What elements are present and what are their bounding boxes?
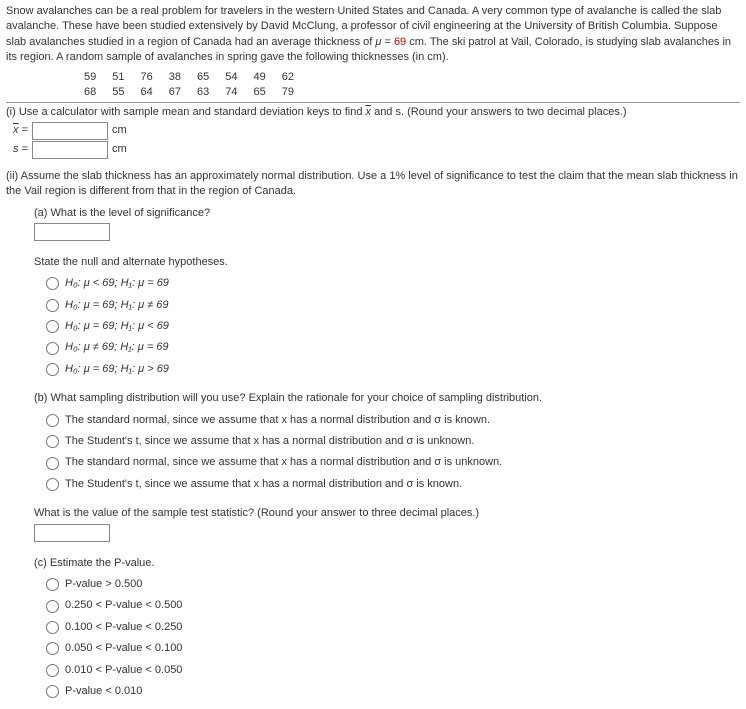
part-c-question: (c) Estimate the P-value.	[34, 556, 740, 571]
dist-option[interactable]: The Student's t, since we assume that x …	[46, 434, 740, 449]
hyp-option[interactable]: H₀: μ = 69; H₁: μ ≠ 69	[46, 298, 740, 313]
dist-option[interactable]: The standard normal, since we assume tha…	[46, 455, 740, 470]
part-c: (c) Estimate the P-value. P-value > 0.50…	[34, 556, 740, 700]
cell: 65	[189, 70, 217, 85]
dist-label: The standard normal, since we assume tha…	[65, 413, 490, 428]
hyp-option[interactable]: H₀: μ = 69; H₁: μ < 69	[46, 319, 740, 334]
hyp-label: H₀: μ = 69; H₁: μ < 69	[65, 319, 169, 334]
cell: 49	[246, 70, 274, 85]
cell: 55	[104, 85, 132, 100]
dist-radio[interactable]	[46, 478, 59, 491]
hyp-label: H₀: μ < 69; H₁: μ = 69	[65, 276, 169, 291]
part-i-text-b: and s. (Round your answers to two decima…	[371, 106, 627, 118]
hyp-option[interactable]: H₀: μ = 69; H₁: μ > 69	[46, 362, 740, 377]
hyp-label: H₀: μ = 69; H₁: μ ≠ 69	[65, 298, 169, 313]
hypotheses-block: State the null and alternate hypotheses.…	[34, 255, 740, 377]
tstat-block: What is the value of the sample test sta…	[34, 506, 740, 541]
part-ii-text: (ii) Assume the slab thickness has an ap…	[6, 169, 740, 200]
pval-label: 0.010 < P-value < 0.050	[65, 663, 182, 678]
part-b: (b) What sampling distribution will you …	[34, 391, 740, 492]
table-row: 68 55 64 67 63 74 65 79	[76, 85, 302, 100]
cell: 54	[217, 70, 245, 85]
hyp-radio[interactable]	[46, 320, 59, 333]
pval-option[interactable]: 0.100 < P-value < 0.250	[46, 620, 740, 635]
xbar-row: x = cm	[6, 122, 740, 140]
s-input[interactable]	[32, 141, 108, 159]
pval-option[interactable]: 0.050 < P-value < 0.100	[46, 641, 740, 656]
dist-radio[interactable]	[46, 414, 59, 427]
hyp-radio[interactable]	[46, 277, 59, 290]
pval-radio[interactable]	[46, 600, 59, 613]
significance-input[interactable]	[34, 223, 110, 241]
cell: 64	[133, 85, 161, 100]
hyp-option[interactable]: H₀: μ < 69; H₁: μ = 69	[46, 276, 740, 291]
pval-label: P-value > 0.500	[65, 577, 142, 592]
dist-option[interactable]: The Student's t, since we assume that x …	[46, 477, 740, 492]
pval-option[interactable]: P-value > 0.500	[46, 577, 740, 592]
cell: 76	[133, 70, 161, 85]
dist-label: The Student's t, since we assume that x …	[65, 477, 462, 492]
cell: 74	[217, 85, 245, 100]
dist-label: The standard normal, since we assume tha…	[65, 455, 502, 470]
hyp-radio[interactable]	[46, 299, 59, 312]
pval-label: P-value < 0.010	[65, 684, 142, 699]
pval-radio[interactable]	[46, 664, 59, 677]
cell: 62	[274, 70, 302, 85]
intro-paragraph: Snow avalanches can be a real problem fo…	[6, 4, 740, 66]
pval-option[interactable]: 0.010 < P-value < 0.050	[46, 663, 740, 678]
intro-val: 69	[394, 36, 406, 48]
pval-radio[interactable]	[46, 621, 59, 634]
hypotheses-title: State the null and alternate hypotheses.	[34, 255, 740, 270]
hyp-option[interactable]: H₀: μ ≠ 69; H₁: μ = 69	[46, 340, 740, 355]
cell: 68	[76, 85, 104, 100]
pval-radio[interactable]	[46, 578, 59, 591]
pval-radio[interactable]	[46, 685, 59, 698]
part-a: (a) What is the level of significance?	[34, 206, 740, 241]
hyp-label: H₀: μ ≠ 69; H₁: μ = 69	[65, 340, 169, 355]
s-unit: cm	[112, 142, 127, 157]
data-table: 59 51 76 38 65 54 49 62 68 55 64 67 63 7…	[76, 70, 302, 101]
tstat-question: What is the value of the sample test sta…	[34, 506, 740, 521]
hyp-radio[interactable]	[46, 342, 59, 355]
dist-label: The Student's t, since we assume that x …	[65, 434, 474, 449]
intro-t2: =	[381, 36, 394, 48]
cell: 67	[161, 85, 189, 100]
tstat-input[interactable]	[34, 524, 110, 542]
hyp-radio[interactable]	[46, 363, 59, 376]
dist-radio[interactable]	[46, 457, 59, 470]
pval-label: 0.250 < P-value < 0.500	[65, 598, 182, 613]
pval-option[interactable]: 0.250 < P-value < 0.500	[46, 598, 740, 613]
part-b-options: The standard normal, since we assume tha…	[46, 413, 740, 493]
part-i-text-a: (i) Use a calculator with sample mean an…	[6, 106, 366, 118]
cell: 59	[76, 70, 104, 85]
pval-label: 0.050 < P-value < 0.100	[65, 641, 182, 656]
pval-option[interactable]: P-value < 0.010	[46, 684, 740, 699]
table-row: 59 51 76 38 65 54 49 62	[76, 70, 302, 85]
part-i-question: (i) Use a calculator with sample mean an…	[6, 102, 740, 120]
s-label: s =	[6, 142, 28, 157]
hypotheses-options: H₀: μ < 69; H₁: μ = 69 H₀: μ = 69; H₁: μ…	[46, 276, 740, 377]
part-c-options: P-value > 0.500 0.250 < P-value < 0.500 …	[46, 577, 740, 699]
part-a-question: (a) What is the level of significance?	[34, 206, 740, 221]
cell: 63	[189, 85, 217, 100]
cell: 65	[246, 85, 274, 100]
xbar-label: x =	[6, 123, 28, 138]
s-row: s = cm	[6, 141, 740, 159]
hyp-label: H₀: μ = 69; H₁: μ > 69	[65, 362, 169, 377]
xbar-unit: cm	[112, 123, 127, 138]
pval-radio[interactable]	[46, 642, 59, 655]
cell: 38	[161, 70, 189, 85]
part-b-question: (b) What sampling distribution will you …	[34, 391, 740, 406]
cell: 51	[104, 70, 132, 85]
xbar-input[interactable]	[32, 122, 108, 140]
pval-label: 0.100 < P-value < 0.250	[65, 620, 182, 635]
dist-option[interactable]: The standard normal, since we assume tha…	[46, 413, 740, 428]
cell: 79	[274, 85, 302, 100]
dist-radio[interactable]	[46, 435, 59, 448]
